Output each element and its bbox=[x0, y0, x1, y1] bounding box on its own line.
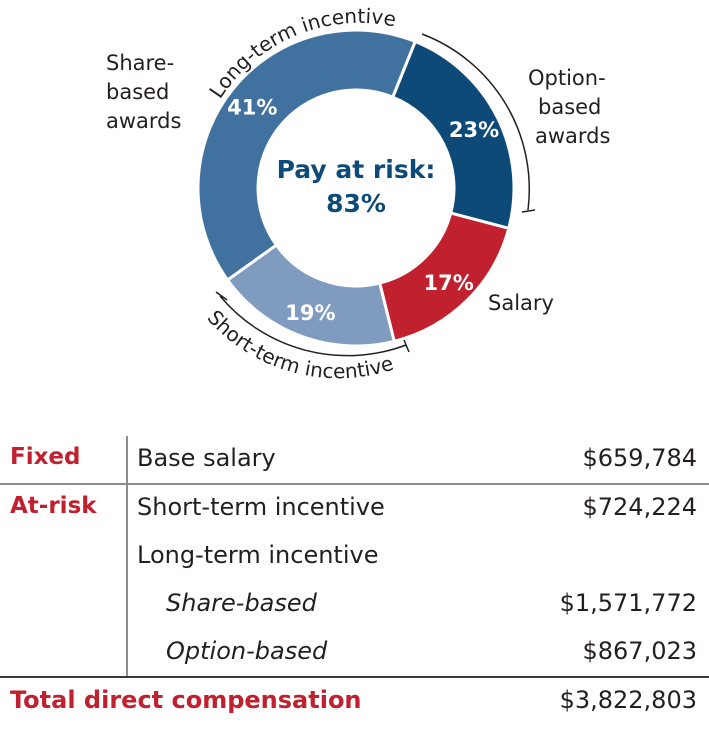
category-at-risk: At-risk bbox=[10, 493, 97, 519]
short-term-bracket bbox=[215, 291, 410, 357]
item-share-based: Share-based bbox=[166, 589, 317, 617]
divider-fixed bbox=[0, 483, 709, 485]
table-row-long-term: Long-term incentive bbox=[0, 533, 709, 581]
center-label-line2: 83% bbox=[326, 189, 386, 218]
value-short-term-incentive: $724,224 bbox=[582, 493, 697, 521]
item-option-based: Option-based bbox=[166, 637, 328, 665]
compensation-table: Fixed Base salary $659,784 At-risk Short… bbox=[0, 436, 709, 729]
value-base-salary: $659,784 bbox=[582, 444, 697, 472]
table-divider-vertical bbox=[126, 436, 128, 676]
share-based-value-label: 41% bbox=[227, 95, 277, 119]
center-label-line1: Pay at risk: bbox=[277, 155, 436, 184]
item-base-salary: Base salary bbox=[137, 444, 276, 472]
divider-total bbox=[0, 676, 709, 678]
value-option-based: $867,023 bbox=[582, 637, 697, 665]
table-row-short-term: At-risk Short-term incentive $724,224 bbox=[0, 485, 709, 533]
item-long-term-incentive: Long-term incentive bbox=[137, 541, 379, 569]
value-share-based: $1,571,772 bbox=[559, 589, 697, 617]
salary-label: Salary bbox=[488, 291, 554, 315]
table-row-share-based: Share-based $1,571,772 bbox=[0, 581, 709, 629]
option-based-value-label: 23% bbox=[449, 118, 499, 142]
total-value: $3,822,803 bbox=[559, 686, 697, 714]
salary-value-label: 17% bbox=[424, 271, 474, 295]
option-based-awards-label: Option- based awards bbox=[528, 66, 612, 148]
table-row-fixed: Fixed Base salary $659,784 bbox=[0, 436, 709, 484]
short-term-value-label: 19% bbox=[285, 301, 335, 325]
table-row-total: Total direct compensation $3,822,803 bbox=[0, 678, 709, 726]
donut-slices: 23% 17% 19% 41% bbox=[196, 28, 516, 348]
pay-mix-donut-chart: 23%17%19%41% Long-term incentive Short-t… bbox=[106, 4, 612, 383]
total-label: Total direct compensation bbox=[10, 686, 362, 714]
long-term-bracket bbox=[421, 33, 536, 213]
table-row-option-based: Option-based $867,023 bbox=[0, 629, 709, 677]
share-based-awards-label: Share- based awards bbox=[106, 51, 181, 133]
share-based-slice bbox=[196, 28, 418, 283]
item-short-term-incentive: Short-term incentive bbox=[137, 493, 385, 521]
category-fixed: Fixed bbox=[10, 444, 81, 470]
